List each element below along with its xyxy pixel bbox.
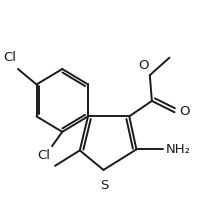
Text: O: O (138, 59, 149, 72)
Text: Cl: Cl (3, 51, 16, 64)
Text: O: O (180, 105, 190, 118)
Text: S: S (100, 179, 109, 192)
Text: Cl: Cl (37, 149, 50, 162)
Text: NH₂: NH₂ (165, 143, 190, 156)
